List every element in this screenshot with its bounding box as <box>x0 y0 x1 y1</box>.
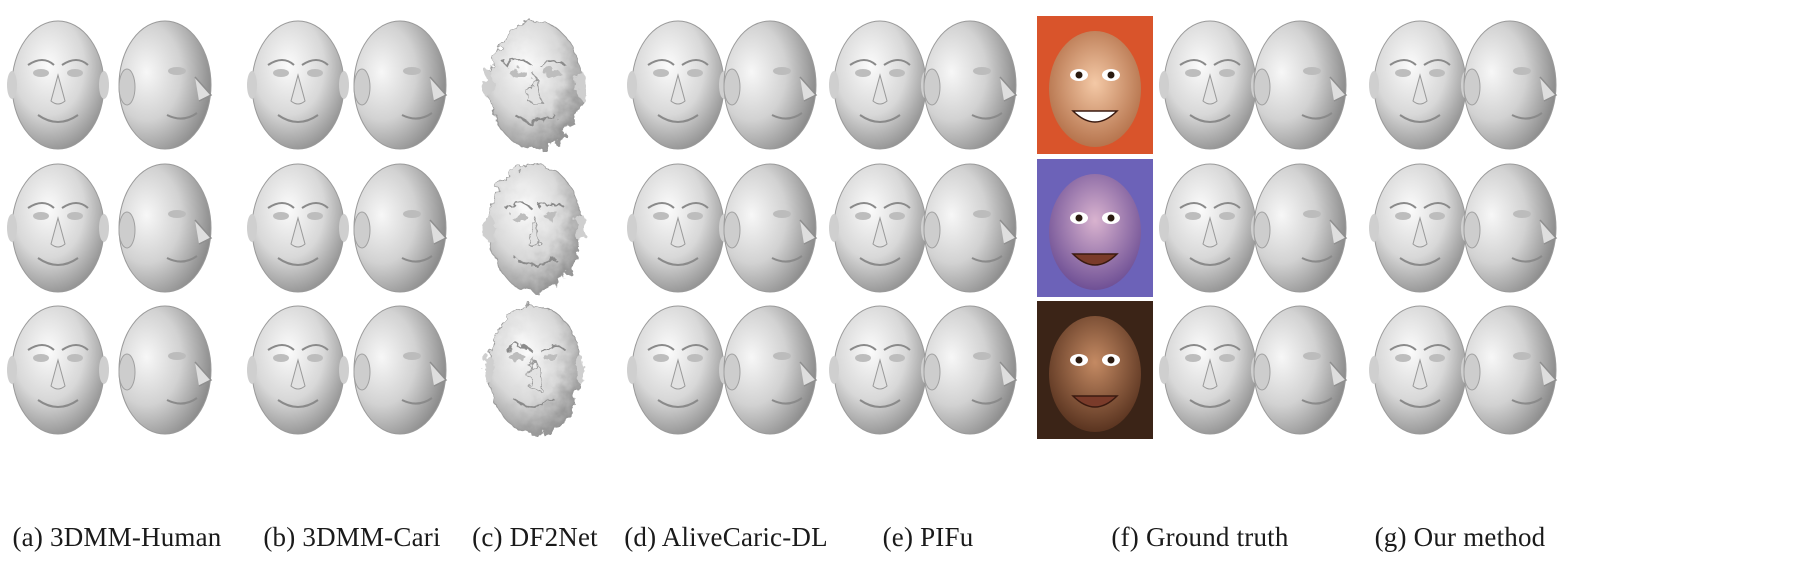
side-face-mesh <box>723 20 818 150</box>
front-face-mesh <box>627 305 729 435</box>
front-face-mesh <box>247 163 349 293</box>
side-face-mesh <box>923 163 1018 293</box>
front-face-mesh <box>484 305 586 435</box>
panel-f <box>1159 20 1348 435</box>
front-face-mesh <box>7 20 109 150</box>
front-face-mesh <box>1369 305 1471 435</box>
panel-a <box>7 20 213 435</box>
caption-b: (b) 3DMM-Cari <box>263 522 441 552</box>
front-face-mesh <box>627 163 729 293</box>
side-face-mesh <box>353 163 448 293</box>
front-face-mesh <box>247 20 349 150</box>
front-face-mesh <box>247 305 349 435</box>
side-face-mesh <box>118 20 213 150</box>
caption-e: (e) PIFu <box>882 522 974 552</box>
front-face-mesh <box>1159 163 1261 293</box>
front-face-mesh <box>1369 163 1471 293</box>
front-face-mesh <box>7 305 109 435</box>
front-face-mesh <box>627 20 729 150</box>
front-face-mesh <box>1159 305 1261 435</box>
side-face-mesh <box>1463 163 1558 293</box>
caricature-photo-3 <box>1037 301 1153 439</box>
caption-g: (g) Our method <box>1374 522 1546 552</box>
side-face-mesh <box>1253 163 1348 293</box>
front-face-mesh <box>829 305 931 435</box>
front-face-mesh <box>484 20 586 150</box>
side-face-mesh <box>1463 20 1558 150</box>
side-face-mesh <box>923 20 1018 150</box>
side-face-mesh <box>353 305 448 435</box>
side-face-mesh <box>1253 20 1348 150</box>
side-face-mesh <box>118 163 213 293</box>
side-face-mesh <box>1463 305 1558 435</box>
panel-d <box>627 20 818 435</box>
panel-c <box>484 20 586 435</box>
caption-d: (d) AliveCaric-DL <box>624 522 828 552</box>
side-face-mesh <box>118 305 213 435</box>
front-face-mesh <box>1159 20 1261 150</box>
front-face-mesh <box>7 163 109 293</box>
side-face-mesh <box>723 305 818 435</box>
caption-f: (f) Ground truth <box>1111 522 1289 552</box>
caricature-photo-1 <box>1037 16 1153 154</box>
panel-e <box>829 20 1018 435</box>
front-face-mesh <box>829 20 931 150</box>
panel-g <box>1369 20 1558 435</box>
front-face-mesh <box>1369 20 1471 150</box>
caption-c: (c) DF2Net <box>472 522 598 552</box>
side-face-mesh <box>723 163 818 293</box>
caption-a: (a) 3DMM-Human <box>12 522 222 552</box>
panel-b <box>247 20 448 435</box>
caricature-photo-2 <box>1037 159 1153 297</box>
side-face-mesh <box>353 20 448 150</box>
side-face-mesh <box>923 305 1018 435</box>
front-face-mesh <box>829 163 931 293</box>
front-face-mesh <box>484 163 586 293</box>
side-face-mesh <box>1253 305 1348 435</box>
